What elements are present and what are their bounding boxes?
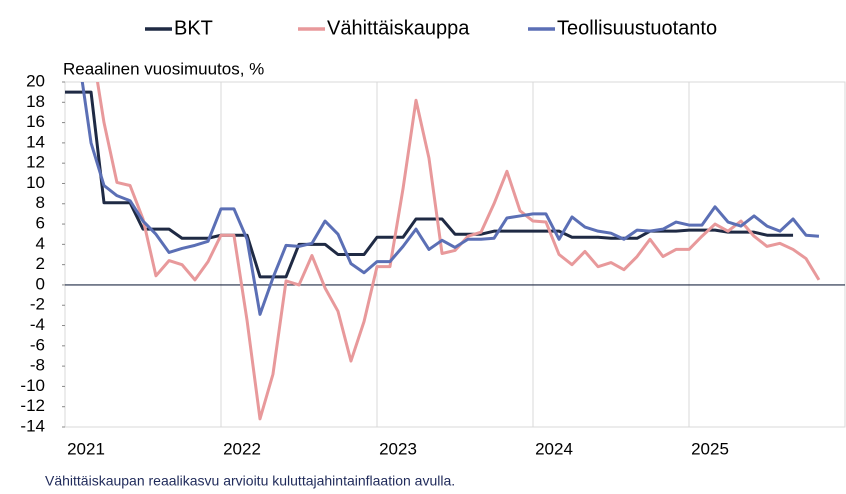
legend-label: Vähittäiskauppa (327, 17, 470, 39)
plot-lines (65, 82, 821, 421)
y-tick-label: -4 (30, 315, 45, 334)
y-tick-label: 10 (26, 173, 45, 192)
plot-frame (64, 81, 846, 428)
y-tick-label: -14 (20, 416, 45, 435)
y-tick-label: 4 (36, 234, 45, 253)
series-line (65, 90, 794, 279)
y-tick-label: -8 (30, 356, 45, 375)
y-tick-label: -6 (30, 335, 45, 354)
y-tick-label: 0 (36, 274, 45, 293)
x-tick-label: 2021 (67, 439, 105, 458)
y-tick-label: 14 (26, 132, 45, 151)
legend-label: BKT (174, 17, 213, 39)
y-tick-label: 18 (26, 92, 45, 111)
y-tick-label: -2 (30, 295, 45, 314)
x-tick-label: 2023 (379, 439, 417, 458)
y-tick-label: 16 (26, 112, 45, 131)
series-line (80, 82, 820, 316)
y-tick-label: 8 (36, 193, 45, 212)
footnote: Vähittäiskaupan reaalikasvu arvioitu kul… (45, 473, 455, 489)
y-tick-label: 12 (26, 153, 45, 172)
x-tick-label: 2022 (223, 439, 261, 458)
y-axis-label: Reaalinen vuosimuutos, % (63, 59, 264, 78)
x-tick-label: 2025 (691, 439, 729, 458)
legend-label: Teollisuustuotanto (557, 17, 717, 39)
x-tick-label: 2024 (535, 439, 573, 458)
y-tick-label: 6 (36, 214, 45, 233)
series-line (96, 82, 821, 421)
y-tick-label: -10 (20, 376, 45, 395)
y-tick-label: 2 (36, 254, 45, 273)
y-tick-label: 20 (26, 71, 45, 90)
y-tick-label: -12 (20, 396, 45, 415)
